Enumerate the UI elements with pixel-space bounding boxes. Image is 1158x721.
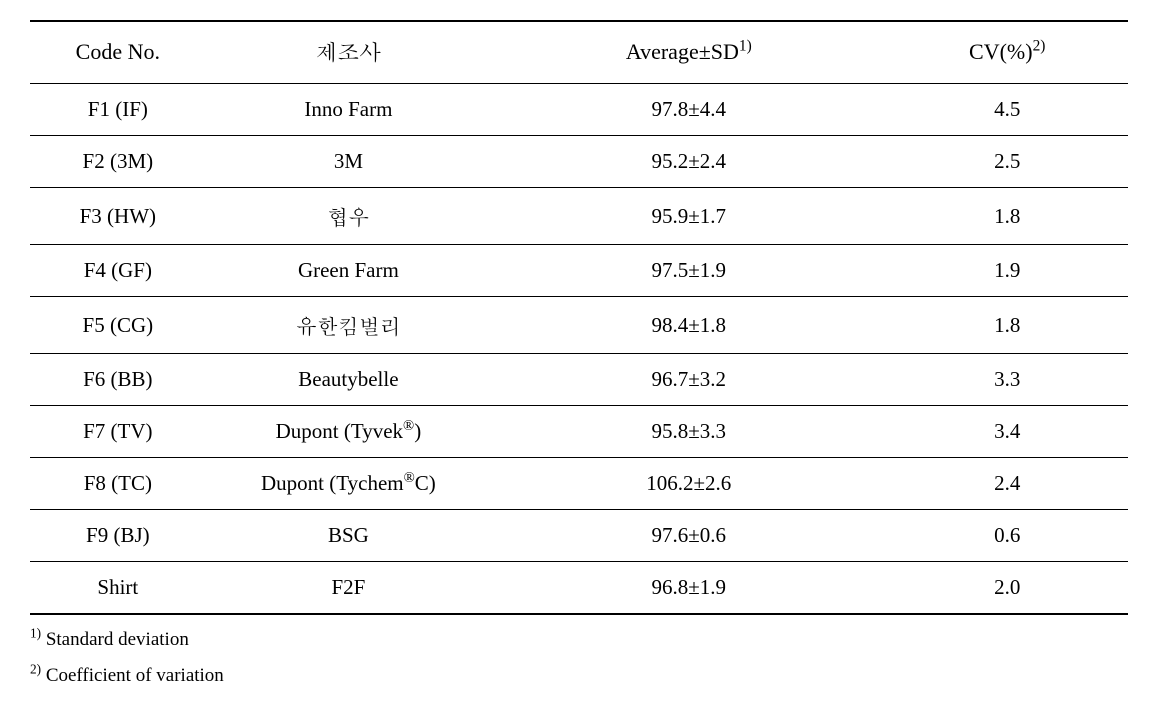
cell-maker: 유한킴벌리 [206,297,491,354]
cell-maker: F2F [206,562,491,615]
cell-avg: 98.4±1.8 [491,297,886,354]
cell-cv: 3.3 [886,354,1128,406]
cell-code: F4 (GF) [30,245,206,297]
cell-avg: 95.8±3.3 [491,406,886,458]
cell-maker: Dupont (Tychem®C) [206,458,491,510]
table-row: F7 (TV) Dupont (Tyvek®) 95.8±3.3 3.4 [30,406,1128,458]
footnote-2-sup: 2) [30,662,41,677]
data-table-container: Code No. 제조사 Average±SD1) CV(%)2) F1 (IF… [30,20,1128,687]
col-header-avg: Average±SD1) [491,21,886,84]
cell-maker: Green Farm [206,245,491,297]
cell-code: F3 (HW) [30,188,206,245]
cell-code: Shirt [30,562,206,615]
table-body: F1 (IF) Inno Farm 97.8±4.4 4.5 F2 (3M) 3… [30,84,1128,615]
cell-cv: 2.4 [886,458,1128,510]
table-row: Shirt F2F 96.8±1.9 2.0 [30,562,1128,615]
registered-icon: ® [403,418,414,434]
registered-icon: ® [404,470,415,486]
col-header-cv-text: CV(%) [969,39,1033,64]
cell-code: F7 (TV) [30,406,206,458]
cell-cv: 4.5 [886,84,1128,136]
cell-avg: 96.7±3.2 [491,354,886,406]
cell-maker: 협우 [206,188,491,245]
cell-maker-pre: Dupont (Tychem [261,471,404,495]
table-row: F3 (HW) 협우 95.9±1.7 1.8 [30,188,1128,245]
footnote-1: 1) Standard deviation [30,629,1128,651]
table-row: F2 (3M) 3M 95.2±2.4 2.5 [30,136,1128,188]
cell-code: F9 (BJ) [30,510,206,562]
footnote-2: 2) Coefficient of variation [30,665,1128,687]
cell-code: F8 (TC) [30,458,206,510]
col-header-code: Code No. [30,21,206,84]
cell-code: F1 (IF) [30,84,206,136]
cell-cv: 2.0 [886,562,1128,615]
col-header-avg-sup: 1) [739,37,752,54]
cell-avg: 96.8±1.9 [491,562,886,615]
data-table: Code No. 제조사 Average±SD1) CV(%)2) F1 (IF… [30,20,1128,615]
cell-maker-pre: Dupont (Tyvek [276,419,403,443]
cell-cv: 1.8 [886,297,1128,354]
cell-cv: 1.9 [886,245,1128,297]
footnotes: 1) Standard deviation 2) Coefficient of … [30,629,1128,687]
table-row: F8 (TC) Dupont (Tychem®C) 106.2±2.6 2.4 [30,458,1128,510]
cell-cv: 0.6 [886,510,1128,562]
cell-avg: 95.9±1.7 [491,188,886,245]
cell-avg: 97.8±4.4 [491,84,886,136]
cell-maker: 3M [206,136,491,188]
table-row: F9 (BJ) BSG 97.6±0.6 0.6 [30,510,1128,562]
table-row: F1 (IF) Inno Farm 97.8±4.4 4.5 [30,84,1128,136]
cell-code: F5 (CG) [30,297,206,354]
cell-maker: Dupont (Tyvek®) [206,406,491,458]
table-header-row: Code No. 제조사 Average±SD1) CV(%)2) [30,21,1128,84]
cell-maker-post: C) [415,471,436,495]
cell-avg: 106.2±2.6 [491,458,886,510]
cell-cv: 2.5 [886,136,1128,188]
col-header-maker: 제조사 [206,21,491,84]
cell-cv: 1.8 [886,188,1128,245]
table-row: F5 (CG) 유한킴벌리 98.4±1.8 1.8 [30,297,1128,354]
col-header-avg-text: Average±SD [626,39,739,64]
cell-avg: 97.5±1.9 [491,245,886,297]
table-row: F4 (GF) Green Farm 97.5±1.9 1.9 [30,245,1128,297]
cell-maker-post: ) [414,419,421,443]
cell-avg: 97.6±0.6 [491,510,886,562]
footnote-1-text: Standard deviation [41,629,189,650]
col-header-cv: CV(%)2) [886,21,1128,84]
footnote-2-text: Coefficient of variation [41,665,224,686]
cell-maker: BSG [206,510,491,562]
cell-cv: 3.4 [886,406,1128,458]
col-header-cv-sup: 2) [1033,37,1046,54]
table-row: F6 (BB) Beautybelle 96.7±3.2 3.3 [30,354,1128,406]
cell-avg: 95.2±2.4 [491,136,886,188]
cell-maker: Inno Farm [206,84,491,136]
footnote-1-sup: 1) [30,626,41,641]
cell-maker: Beautybelle [206,354,491,406]
cell-code: F2 (3M) [30,136,206,188]
cell-code: F6 (BB) [30,354,206,406]
